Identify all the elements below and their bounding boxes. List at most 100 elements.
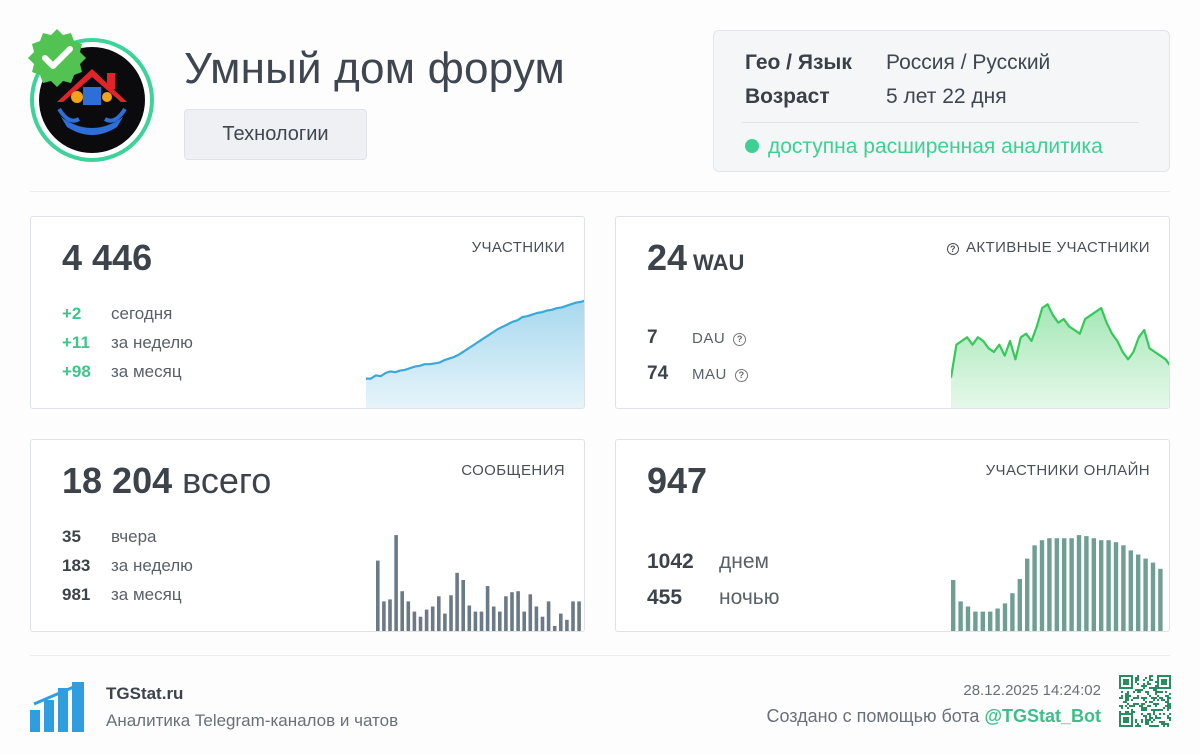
messages-stat-month: 981 за месяц <box>62 585 182 605</box>
messages-stat-week: 183 за неделю <box>62 556 193 576</box>
help-icon[interactable]: ? <box>734 369 748 382</box>
qr-code-icon <box>1119 675 1171 727</box>
online-bar <box>995 608 1000 631</box>
messages-card: 18 204 всего СООБЩЕНИЯ 35 вчера 183 за нед… <box>30 439 585 632</box>
messages-bar <box>528 594 533 631</box>
footer-tagline: Аналитика Telegram-каналов и чатов <box>106 711 399 730</box>
active-unit: WAU <box>693 250 745 275</box>
active-stat-dau: 7 DAU? <box>647 327 747 349</box>
messages-bar <box>443 613 447 631</box>
members-area <box>366 300 584 408</box>
messages-bar <box>571 601 575 631</box>
stat-label: за месяц <box>111 362 182 381</box>
info-panel: Гео / Язык Россия / Русский Возраст 5 лет … <box>713 30 1170 172</box>
messages-bar <box>376 560 380 631</box>
stat-value: 35 <box>62 527 81 546</box>
online-bar <box>965 606 971 631</box>
messages-bar <box>565 619 569 631</box>
online-bar <box>1010 593 1015 631</box>
members-count: 4 446 <box>62 237 153 278</box>
messages-bar <box>400 591 404 631</box>
online-bar <box>980 611 985 631</box>
messages-bar <box>412 611 417 631</box>
messages-bar <box>559 613 563 631</box>
footer-site-name[interactable]: TGStat.ru <box>106 684 184 703</box>
online-bar <box>1121 545 1126 631</box>
online-bar <box>1032 545 1037 631</box>
online-stat-night: 455 ночью <box>647 586 779 610</box>
active-value: 24 <box>647 237 688 278</box>
made-by-text: Создано с помощью бота <box>766 706 985 726</box>
messages-bar <box>449 595 453 631</box>
stat-label: за месяц <box>111 585 182 604</box>
stat-label: сегодня <box>111 304 173 323</box>
online-bar <box>1062 538 1067 631</box>
messages-unit: всего <box>182 460 272 501</box>
stat-value: 1042 <box>647 550 694 573</box>
messages-bar <box>467 605 472 631</box>
messages-bar <box>455 572 459 631</box>
online-bar <box>951 580 956 631</box>
extended-analytics-link[interactable]: доступна расширенная аналитика <box>745 135 1103 159</box>
active-label-text: АКТИВНЫЕ УЧАСТНИКИ <box>965 239 1150 256</box>
stat-value: 74 <box>647 363 669 384</box>
stat-value: 7 <box>647 327 658 348</box>
members-label: УЧАСТНИКИ <box>471 239 565 256</box>
active-chart <box>951 303 1169 408</box>
active-line <box>951 303 1169 378</box>
messages-bar <box>491 606 496 631</box>
online-bar <box>1136 554 1141 631</box>
online-count: 947 <box>647 460 708 501</box>
messages-bar <box>516 591 520 631</box>
online-bar <box>1076 535 1082 631</box>
members-chart <box>366 299 584 408</box>
help-icon[interactable]: ? <box>733 333 747 346</box>
footer-divider <box>30 655 1170 656</box>
messages-bar <box>485 586 490 631</box>
stat-value: +11 <box>62 333 90 352</box>
online-stat-day: 1042 днем <box>647 550 769 574</box>
stat-label: за неделю <box>111 556 193 575</box>
messages-bar <box>504 596 508 631</box>
header-divider <box>30 191 1170 192</box>
online-bar <box>973 611 978 631</box>
active-stat-mau: 74 MAU? <box>647 363 748 385</box>
online-bar <box>1002 603 1008 631</box>
channel-title: Умный дом форум <box>184 44 565 93</box>
active-area <box>951 304 1169 408</box>
stat-label: DAU <box>692 330 726 347</box>
messages-bar <box>522 611 526 631</box>
channel-avatar <box>28 29 154 162</box>
online-bar <box>1099 540 1104 631</box>
messages-chart <box>376 535 581 631</box>
category-badge[interactable]: Технологии <box>184 109 367 160</box>
online-bar <box>1113 542 1119 631</box>
stat-label: MAU <box>692 366 727 383</box>
messages-bar <box>534 606 539 631</box>
messages-bar <box>430 606 435 631</box>
members-card: 4 446 УЧАСТНИКИ +2 сегодня +11 за неделю +… <box>30 216 585 409</box>
messages-stat-yesterday: 35 вчера <box>62 527 157 547</box>
messages-bar <box>382 601 386 631</box>
messages-bar <box>552 625 557 631</box>
online-bar <box>1128 550 1133 631</box>
online-bar <box>958 601 963 631</box>
messages-bar <box>461 580 465 631</box>
messages-bar <box>546 601 551 631</box>
messages-value: 18 204 <box>62 460 173 501</box>
active-card: 24 WAU ? АКТИВНЫЕ УЧАСТНИКИ 7 DAU? 74 MAU? <box>615 216 1170 409</box>
messages-bar <box>437 596 441 631</box>
geo-label: Гео / Язык <box>745 51 852 74</box>
messages-count: 18 204 всего <box>62 460 271 502</box>
members-stat-week: +11 за неделю <box>62 333 193 353</box>
bot-link[interactable]: @TGStat_Bot <box>984 706 1101 726</box>
online-card: 947 УЧАСТНИКИ ОНЛАЙН 1042 днем 455 ночью <box>615 439 1170 632</box>
extended-analytics-text: доступна расширенная аналитика <box>768 135 1103 158</box>
tgstat-logo-icon[interactable] <box>30 682 84 732</box>
members-stat-month: +98 за месяц <box>62 362 182 382</box>
active-count: 24 WAU <box>647 237 744 279</box>
messages-bar <box>418 616 423 631</box>
active-label: ? АКТИВНЫЕ УЧАСТНИКИ <box>946 239 1150 256</box>
footer-made-by: Создано с помощью бота @TGStat_Bot <box>766 706 1101 727</box>
stat-value: 183 <box>62 556 91 575</box>
